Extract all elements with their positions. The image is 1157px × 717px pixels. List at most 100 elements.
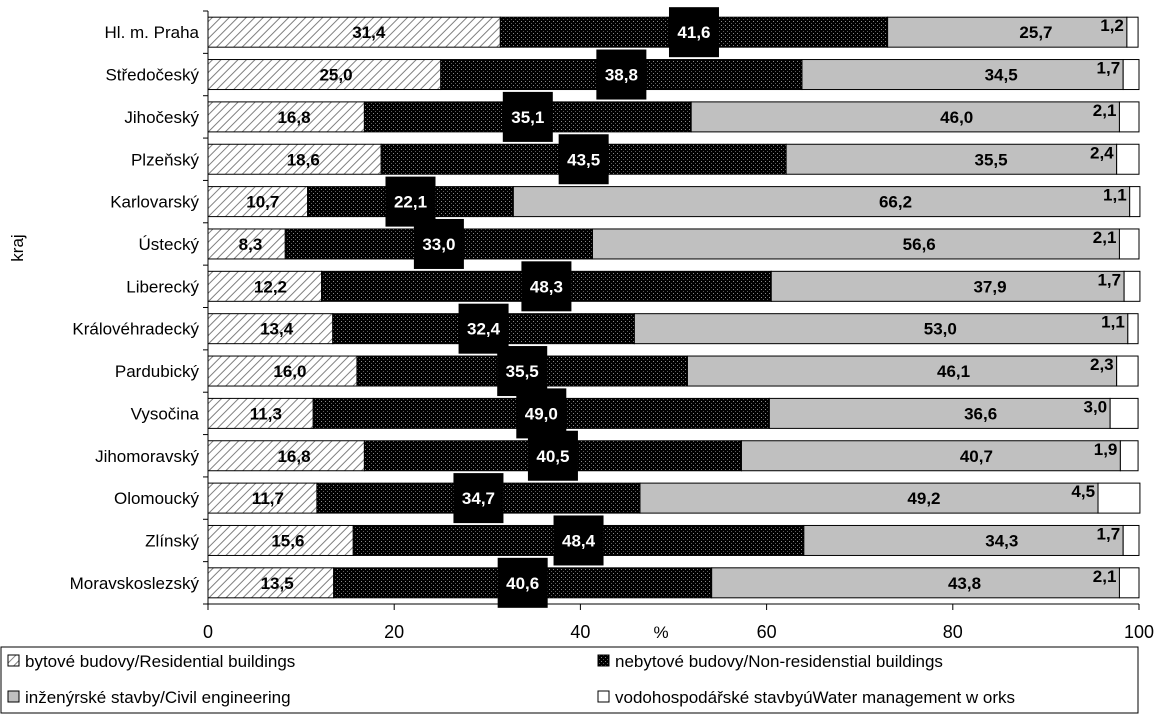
data-label-box (553, 515, 604, 566)
bar-segment (1116, 143, 1140, 175)
bar-segment (1118, 101, 1140, 133)
data-label: 2,3 (1090, 355, 1114, 374)
data-label: 1,2 (1100, 16, 1124, 35)
category-label: Liberecký (126, 277, 199, 296)
bar-segment (1127, 313, 1139, 345)
data-label: 46,0 (940, 108, 973, 127)
category-label: Vysočina (131, 404, 200, 423)
data-label: 1,1 (1103, 186, 1127, 205)
legend: bytové budovy/Residential buildings nebyt… (0, 646, 1139, 714)
bar-segment (1122, 59, 1140, 91)
data-label-box (453, 473, 504, 524)
category-label: Olomoucký (114, 489, 200, 508)
bar-segment (1109, 397, 1139, 429)
category-label: Jihočeský (124, 108, 199, 127)
legend-swatch (597, 654, 610, 667)
x-tick-label: 40 (570, 622, 590, 642)
bar-segment (639, 482, 1099, 514)
bar-segment (803, 524, 1124, 556)
data-label-box (527, 430, 578, 481)
data-label: 43,8 (948, 574, 981, 593)
data-label-box (502, 91, 553, 142)
category-label: Karlovarský (110, 193, 199, 212)
data-label: 18,6 (287, 150, 320, 169)
data-label: 36,6 (964, 404, 997, 423)
data-label: 2,1 (1093, 101, 1117, 120)
data-label-box (516, 388, 567, 439)
data-label: 11,3 (250, 404, 282, 423)
bar-segment (768, 397, 1111, 429)
data-label-box (497, 346, 548, 397)
bar-segment (207, 143, 382, 175)
data-label: 1,7 (1097, 59, 1121, 78)
legend-box (0, 646, 1139, 714)
data-label: 31,4 (352, 23, 386, 42)
bar-segment (1116, 355, 1139, 387)
data-label: 43,5 (567, 150, 600, 169)
bar-segment (207, 16, 501, 48)
data-label-box (385, 176, 436, 227)
bar-segment (592, 228, 1120, 260)
data-label: 25,7 (1019, 23, 1052, 42)
data-label: 11,7 (252, 489, 284, 508)
data-label: 53,0 (924, 320, 957, 339)
data-label-box (596, 49, 647, 100)
bar-segment (633, 313, 1129, 345)
data-label: 46,1 (937, 362, 970, 381)
data-label: 34,7 (462, 489, 495, 508)
bar-segment (1119, 440, 1139, 472)
data-label: 16,8 (277, 447, 310, 466)
bar-segment (207, 270, 323, 302)
legend-item-label: inženýrské stavby/Civil engineering (25, 688, 291, 707)
bar-segment (770, 270, 1125, 302)
data-label: 1,1 (1101, 313, 1125, 332)
category-label: Plzeňský (131, 150, 200, 169)
bar-segment (207, 482, 318, 514)
data-label: 56,6 (903, 235, 936, 254)
bar-segment (1118, 567, 1140, 599)
legend-item-label: vodohospodářské stavbyúWater management … (615, 688, 1015, 707)
bar-segment (1097, 482, 1141, 514)
data-label: 34,3 (985, 531, 1018, 550)
bar-segment (1126, 16, 1139, 48)
data-label: 10,7 (246, 193, 279, 212)
data-label: 40,6 (506, 574, 539, 593)
data-label-box (521, 261, 572, 312)
legend-swatch (7, 654, 20, 667)
bar-segment (207, 397, 314, 429)
x-tick-label: 60 (757, 622, 777, 642)
data-label-box (558, 134, 609, 185)
data-label: 35,5 (506, 362, 539, 381)
bar-segment (690, 101, 1120, 133)
data-label: 34,5 (985, 66, 1018, 85)
category-label: Královéhradecký (72, 320, 199, 339)
data-label: 49,0 (525, 404, 558, 423)
x-tick-label: 80 (943, 622, 963, 642)
bar-segment (801, 59, 1124, 91)
bar-segment (512, 186, 1131, 218)
data-label: 1,9 (1094, 440, 1118, 459)
bar-segment (686, 355, 1118, 387)
bar-segment (1129, 186, 1141, 218)
data-label: 12,2 (254, 277, 287, 296)
data-label: 35,5 (975, 150, 1008, 169)
data-label: 35,1 (511, 108, 544, 127)
data-label: 66,2 (879, 193, 912, 212)
bar-segment (740, 440, 1121, 472)
data-label: 48,3 (530, 277, 563, 296)
category-label: Moravskoslezský (70, 574, 200, 593)
category-label: Zlínský (145, 531, 199, 550)
data-label: 41,6 (677, 23, 710, 42)
category-label: Pardubický (115, 362, 200, 381)
bar-segment (207, 567, 335, 599)
bar-segment (887, 16, 1128, 48)
data-label: 3,0 (1083, 397, 1107, 416)
data-label: 1,7 (1097, 524, 1121, 543)
category-label: Středočeský (105, 66, 199, 85)
data-label-box (458, 303, 509, 354)
data-label: 16,0 (273, 362, 306, 381)
bar-segment (1118, 228, 1140, 260)
bar-segment (207, 59, 442, 91)
data-label: 2,4 (1090, 143, 1114, 162)
y-axis-label: kraj (8, 234, 27, 261)
